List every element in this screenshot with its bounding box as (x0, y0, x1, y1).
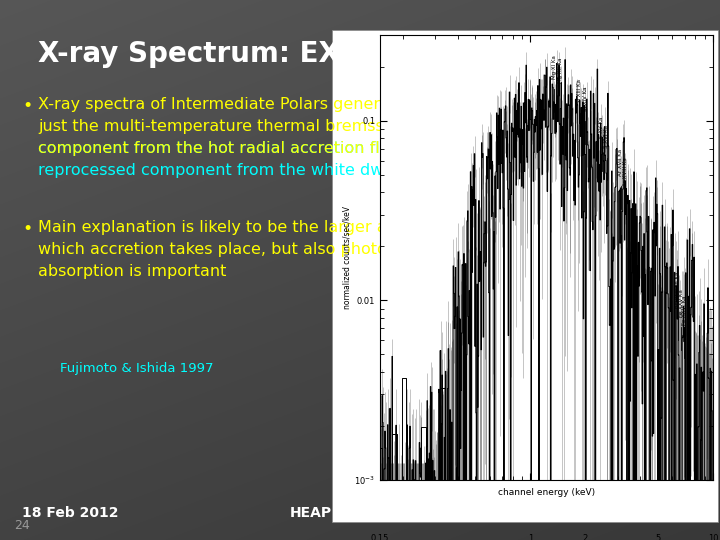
Text: Si XIV Ka: Si XIV Ka (583, 86, 588, 111)
Text: Fe XXVI Ka: Fe XXVI Ka (682, 296, 687, 325)
Text: Fujimoto & Ishida 1997: Fujimoto & Ishida 1997 (60, 362, 214, 375)
Text: Mg XI Ka: Mg XI Ka (552, 55, 557, 79)
Text: component from the hot radial accretion flow –: component from the hot radial accretion … (38, 141, 421, 156)
Text: reprocessed component from the white dwarf: reprocessed component from the white dwa… (38, 163, 405, 178)
Text: 2: 2 (582, 534, 588, 540)
Text: X-ray spectra of Intermediate Polars generally show: X-ray spectra of Intermediate Polars gen… (38, 97, 455, 112)
Y-axis label: normalized counts/sec/keV: normalized counts/sec/keV (343, 206, 351, 309)
Text: Ar XVII Ka: Ar XVII Ka (618, 149, 624, 176)
Text: •: • (22, 97, 32, 115)
Text: X-ray Spectrum: EX Hya (IP): X-ray Spectrum: EX Hya (IP) (38, 40, 475, 68)
Text: 24: 24 (14, 519, 30, 532)
Text: absorption is important: absorption is important (38, 264, 226, 279)
Text: 1: 1 (528, 534, 533, 540)
Text: S XVI Ka: S XVI Ka (604, 125, 609, 147)
Text: neutral Fe Ka: neutral Fe Ka (675, 271, 680, 308)
Text: Mg XII Ka: Mg XII Ka (559, 58, 564, 83)
Text: component from the hot radial accretion flow – no soft: component from the hot radial accretion … (38, 141, 476, 156)
Text: Fe XXV Ka: Fe XXV Ka (679, 289, 684, 317)
Bar (332, 30, 718, 522)
Text: S XV Ka: S XV Ka (599, 117, 604, 138)
Text: 5: 5 (655, 534, 661, 540)
Text: •: • (22, 220, 32, 238)
Text: HEAP: HEAP (290, 506, 332, 520)
Text: which accretion takes place, but also photoelectric: which accretion takes place, but also ph… (38, 242, 446, 257)
X-axis label: channel energy (keV): channel energy (keV) (498, 488, 595, 497)
Text: just the multi-temperature thermal bremsstrahlung: just the multi-temperature thermal brems… (38, 119, 452, 134)
Text: Si XIII Ka: Si XIII Ka (577, 79, 582, 103)
Text: 18 Feb 2012: 18 Feb 2012 (22, 506, 119, 520)
Text: Ar XVIII Ka: Ar XVIII Ka (623, 157, 628, 186)
Text: Main explanation is likely to be the larger area over: Main explanation is likely to be the lar… (38, 220, 454, 235)
Text: 0.15: 0.15 (371, 534, 390, 540)
Text: 10: 10 (708, 534, 719, 540)
